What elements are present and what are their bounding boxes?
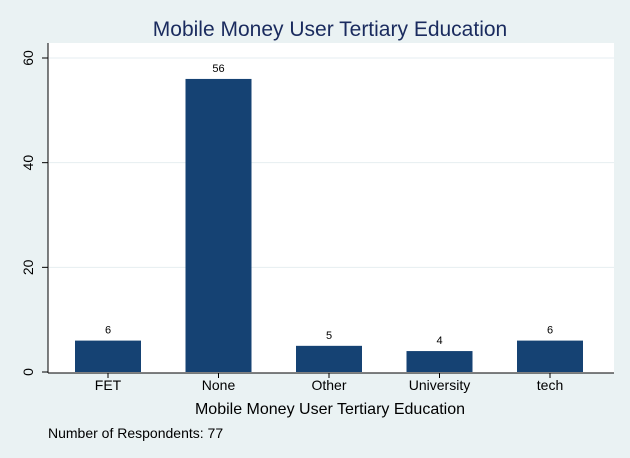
data-label: 6 bbox=[105, 325, 111, 337]
x-tick-label: FET bbox=[95, 377, 122, 393]
data-label: 5 bbox=[326, 330, 332, 342]
respondents-note: Number of Respondents: 77 bbox=[48, 425, 223, 441]
x-tick-label: None bbox=[202, 377, 236, 393]
bar bbox=[517, 340, 583, 372]
bar bbox=[406, 351, 473, 372]
y-tick-label: 40 bbox=[20, 155, 36, 171]
x-axis-title: Mobile Money User Tertiary Education bbox=[195, 401, 465, 418]
y-tick-label: 20 bbox=[20, 259, 36, 275]
y-tick-label: 60 bbox=[20, 50, 36, 66]
bar bbox=[185, 78, 252, 372]
plot-background bbox=[48, 43, 614, 373]
x-tick-label: Other bbox=[311, 377, 346, 393]
bar bbox=[75, 340, 141, 372]
bar-layer: 6 56 5 4 6 bbox=[75, 63, 583, 372]
x-tick-label: tech bbox=[537, 377, 563, 393]
x-tick-label: University bbox=[409, 377, 470, 393]
chart-title: Mobile Money User Tertiary Education bbox=[153, 18, 507, 41]
data-label: 6 bbox=[547, 325, 553, 337]
data-label: 4 bbox=[436, 335, 442, 347]
bar bbox=[296, 345, 362, 372]
axis-layer: 0 20 40 60 FET None Other University tech bbox=[20, 43, 614, 393]
y-tick-label: 0 bbox=[20, 368, 36, 376]
data-label: 56 bbox=[212, 63, 224, 75]
grid-layer bbox=[49, 57, 614, 268]
